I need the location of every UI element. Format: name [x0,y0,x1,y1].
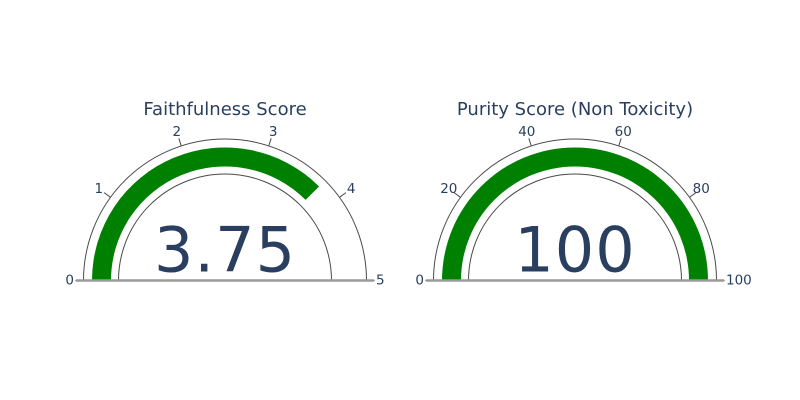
gauge-value-purity: 100 [514,213,636,287]
gauge-tick-label: 0 [415,273,424,289]
gauge-tick-label: 100 [726,273,752,289]
gauge-tick-label: 4 [347,181,356,197]
gauge-tick [453,192,461,198]
gauge-value-faithfulness: 3.75 [153,213,297,287]
gauge-tick-label: 20 [440,181,457,197]
gauge-tick-label: 80 [693,181,710,197]
gauge-value-bar [442,147,708,281]
gauge-tick-label: 60 [615,124,632,140]
gauge-tick [689,192,697,198]
gauge-tick-label: 2 [172,124,181,140]
gauge-tick-label: 1 [94,181,103,197]
gauge-tick [103,192,111,198]
gauge-value-bar [92,147,320,281]
gauge-tick-label: 40 [518,124,535,140]
gauge-tick [618,138,622,146]
gauge-tick-label: 3 [269,124,278,140]
gauge-tick [268,138,272,146]
gauge-tick-label: 5 [376,273,385,289]
gauge-title-purity: Purity Score (Non Toxicity) [456,99,694,120]
gauge-title-faithfulness: Faithfulness Score [143,99,307,120]
gauge-tick-label: 0 [65,273,74,289]
gauge-tick [528,138,532,146]
gauge-tick [178,138,182,146]
gauge-tick [339,192,347,198]
